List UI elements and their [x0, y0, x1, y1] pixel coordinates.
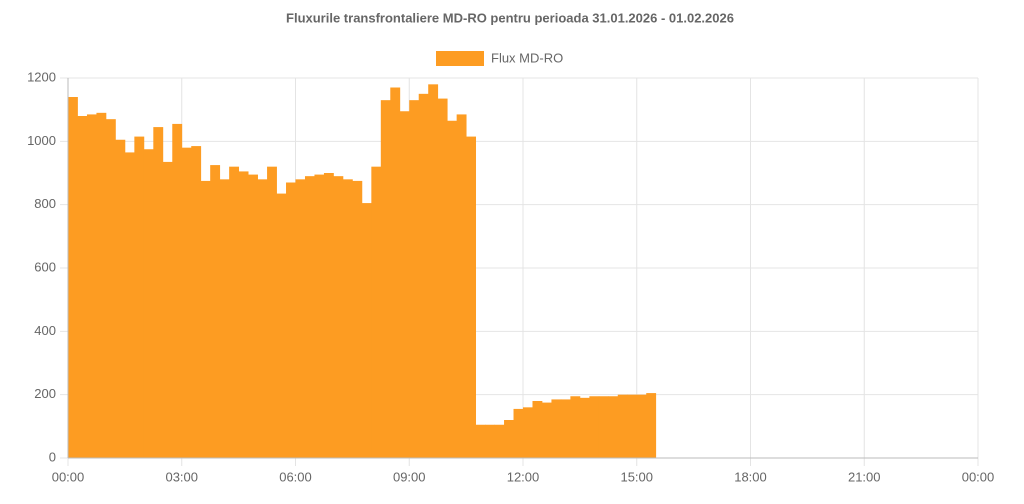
bar [77, 116, 88, 458]
bar [437, 98, 448, 458]
bar [153, 127, 164, 458]
chart-title: Fluxurile transfrontaliere MD-RO pentru … [286, 10, 734, 25]
y-tick-label: 400 [34, 323, 56, 338]
y-tick-label: 200 [34, 386, 56, 401]
legend-swatch [436, 51, 484, 66]
bar [238, 171, 249, 458]
bar [86, 114, 97, 459]
bar [304, 176, 315, 458]
bar [314, 174, 325, 459]
bar [390, 87, 401, 458]
bar [267, 166, 277, 458]
x-tick-label: 15:00 [620, 469, 653, 484]
bar [286, 182, 296, 458]
bar [172, 123, 183, 459]
y-tick-label: 0 [49, 449, 56, 464]
bar [134, 136, 145, 459]
bar [361, 203, 372, 458]
bar [181, 147, 192, 458]
bar [352, 180, 363, 458]
bar [636, 394, 647, 458]
bar [68, 97, 78, 458]
bar [504, 420, 514, 458]
x-tick-label: 18:00 [734, 469, 767, 484]
bar [257, 179, 268, 459]
bar [646, 393, 657, 458]
x-tick-label: 06:00 [279, 469, 312, 484]
bar [485, 424, 495, 458]
x-tick-label: 21:00 [848, 469, 881, 484]
bar [513, 408, 524, 458]
bar [323, 173, 334, 458]
bar [342, 179, 353, 459]
bar [96, 112, 107, 458]
bar [589, 396, 600, 458]
bar [248, 174, 258, 459]
bar [617, 394, 628, 458]
bar [380, 100, 391, 459]
bar [191, 146, 202, 459]
bar [456, 114, 467, 459]
bar [447, 120, 458, 458]
bar [399, 111, 410, 458]
bar [627, 394, 638, 458]
legend-label: Flux MD-RO [491, 50, 563, 65]
bar [371, 166, 382, 458]
bar [523, 407, 533, 458]
bar [532, 401, 543, 458]
bar [551, 399, 562, 458]
bar [541, 402, 552, 458]
bar [295, 179, 306, 459]
x-tick-label: 12:00 [507, 469, 540, 484]
bar [560, 399, 571, 458]
bar [608, 396, 619, 458]
x-tick-label: 00:00 [962, 469, 995, 484]
x-tick-label: 00:00 [52, 469, 85, 484]
bar [570, 396, 581, 458]
bar [418, 93, 429, 458]
y-tick-label: 800 [34, 196, 56, 211]
bar [143, 149, 154, 458]
bar [409, 100, 420, 459]
y-tick-label: 600 [34, 259, 56, 274]
bar [494, 424, 505, 458]
bar [124, 152, 135, 458]
y-tick-label: 1000 [27, 133, 56, 148]
bar [115, 139, 126, 458]
bar [162, 161, 173, 458]
x-tick-label: 03:00 [165, 469, 198, 484]
x-tick-label: 09:00 [393, 469, 426, 484]
bar [475, 424, 486, 458]
bar [276, 193, 287, 459]
bar [428, 84, 439, 458]
bar [210, 165, 221, 459]
bar [219, 179, 230, 459]
bar [466, 136, 477, 459]
bar [579, 397, 590, 458]
bar [598, 396, 609, 458]
bar [229, 166, 240, 458]
y-tick-label: 1200 [27, 69, 56, 84]
bar [105, 119, 116, 459]
bar [200, 180, 211, 458]
bar [333, 176, 344, 458]
